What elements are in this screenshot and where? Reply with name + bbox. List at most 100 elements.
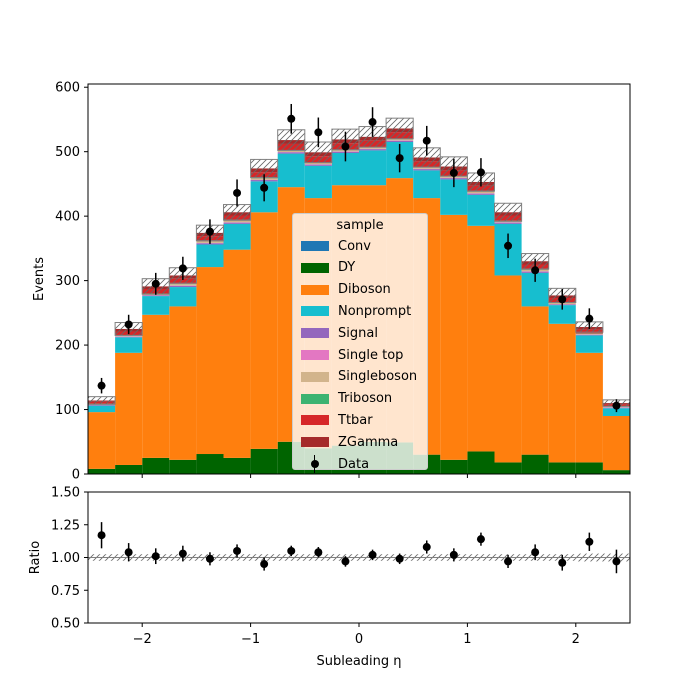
stack-bar-dy bbox=[494, 462, 522, 474]
ratio-point bbox=[124, 548, 133, 557]
legend-entry-single-top: Single top bbox=[301, 345, 403, 365]
legend-entry-ttbar: Ttbar bbox=[301, 410, 373, 430]
legend-entry-triboson: Triboson bbox=[301, 389, 392, 409]
y-tick-label: 100 bbox=[55, 403, 80, 418]
legend-swatch bbox=[301, 262, 329, 273]
stack-bar-dy bbox=[602, 470, 630, 474]
stack-bar-diboson bbox=[602, 415, 630, 471]
stack-bar-singleboson bbox=[304, 162, 332, 165]
y-tick-label: 0 bbox=[72, 468, 80, 483]
data-point bbox=[531, 266, 540, 275]
stack-bar-signal bbox=[304, 164, 332, 166]
data-point bbox=[504, 241, 513, 250]
stack-bar-singleboson bbox=[575, 333, 603, 335]
data-point bbox=[233, 188, 242, 197]
stack-bar-dy bbox=[142, 457, 170, 474]
data-point bbox=[260, 183, 269, 192]
stack-bar-signal bbox=[169, 285, 197, 288]
stack-bar-signal bbox=[494, 222, 522, 224]
stack-bar-signal bbox=[467, 193, 495, 195]
stack-bar-nonprompt bbox=[467, 194, 495, 226]
data-point bbox=[368, 118, 377, 127]
stack-bar-diboson bbox=[88, 412, 116, 469]
data-point bbox=[341, 142, 350, 151]
legend-swatch bbox=[301, 437, 329, 448]
stack-bar-diboson bbox=[494, 275, 522, 463]
stack-bar-dy bbox=[467, 451, 495, 474]
stack-bar-nonprompt bbox=[575, 335, 603, 353]
stack-bar-signal bbox=[115, 336, 143, 338]
ratio-point bbox=[178, 549, 187, 558]
ratio-point bbox=[504, 557, 513, 566]
stack-bar-singleboson bbox=[169, 284, 197, 286]
uncertainty-band bbox=[87, 396, 116, 405]
stack-bar-dy bbox=[169, 459, 197, 474]
ratio-point bbox=[531, 548, 540, 557]
x-axis-label: Subleading η bbox=[316, 654, 401, 669]
data-point bbox=[314, 128, 323, 137]
ratio-y-tick-label: 1.25 bbox=[51, 518, 80, 533]
ratio-y-tick-label: 1.00 bbox=[51, 551, 80, 566]
y-axis-label: Events bbox=[32, 257, 47, 301]
ratio-point bbox=[395, 554, 404, 563]
legend-entry-dy: DY bbox=[301, 258, 355, 278]
legend-label: Ttbar bbox=[338, 412, 373, 428]
ratio-point bbox=[287, 546, 296, 555]
stack-bar-signal bbox=[142, 295, 170, 297]
stack-bar-signal bbox=[277, 152, 305, 154]
stack-bar-nonprompt bbox=[115, 337, 143, 353]
stack-bar-singleboson bbox=[386, 139, 414, 141]
stack-bar-nonprompt bbox=[413, 170, 441, 199]
legend-swatch bbox=[301, 241, 329, 251]
ratio-point bbox=[449, 550, 458, 559]
ratio-y-tick-label: 1.50 bbox=[51, 486, 80, 501]
ratio-point bbox=[233, 546, 242, 555]
stack-bar-diboson bbox=[467, 225, 495, 452]
legend-marker bbox=[301, 454, 329, 474]
legend-label: Diboson bbox=[338, 282, 391, 298]
y-tick-label: 200 bbox=[55, 339, 80, 354]
ratio-point bbox=[558, 558, 567, 567]
legend-entry-conv: Conv bbox=[301, 236, 371, 256]
stack-bar-singleboson bbox=[115, 335, 143, 337]
x-tick-label: −2 bbox=[133, 632, 152, 647]
legend-label: Nonprompt bbox=[338, 303, 412, 319]
stack-bar-nonprompt bbox=[142, 296, 170, 315]
stack-bar-singleboson bbox=[413, 167, 441, 169]
x-tick-label: 0 bbox=[355, 632, 363, 647]
stack-bar-diboson bbox=[250, 212, 278, 449]
ratio-y-axis-label: Ratio bbox=[28, 541, 43, 574]
stack-bar-diboson bbox=[142, 314, 170, 458]
stack-bar-nonprompt bbox=[548, 305, 576, 324]
data-point bbox=[476, 168, 485, 177]
legend-entry-nonprompt: Nonprompt bbox=[301, 301, 411, 321]
x-tick-label: 2 bbox=[572, 632, 580, 647]
legend: sample Conv DY Diboson Nonprompt Signal Singl… bbox=[292, 213, 428, 473]
legend-swatch bbox=[301, 371, 329, 382]
stack-bar-singleboson bbox=[359, 147, 387, 149]
ratio-point bbox=[476, 535, 485, 544]
stack-bar-dy bbox=[223, 457, 251, 474]
stack-bar-signal bbox=[223, 222, 251, 224]
stack-bar-nonprompt bbox=[223, 223, 251, 250]
legend-label: Data bbox=[338, 456, 370, 472]
data-point bbox=[205, 227, 214, 236]
stack-bar-nonprompt bbox=[88, 405, 116, 413]
ratio-point bbox=[151, 552, 160, 561]
legend-label: Single top bbox=[338, 347, 404, 363]
y-tick-label: 600 bbox=[55, 81, 80, 96]
legend-label: Singleboson bbox=[338, 369, 418, 385]
data-point bbox=[395, 154, 404, 163]
legend-label: Signal bbox=[338, 325, 378, 341]
stack-bar-singleboson bbox=[223, 220, 251, 223]
data-point bbox=[585, 314, 594, 323]
data-point bbox=[178, 264, 187, 273]
legend-entry-singleboson: Singleboson bbox=[301, 367, 417, 387]
stack-bar-signal bbox=[575, 334, 603, 336]
legend-swatch bbox=[301, 393, 329, 404]
stack-bar-nonprompt bbox=[169, 287, 197, 307]
data-point bbox=[287, 114, 296, 123]
x-tick-label: 1 bbox=[463, 632, 471, 647]
data-point bbox=[97, 381, 106, 390]
legend-entry-zgamma: ZGamma bbox=[301, 432, 398, 452]
